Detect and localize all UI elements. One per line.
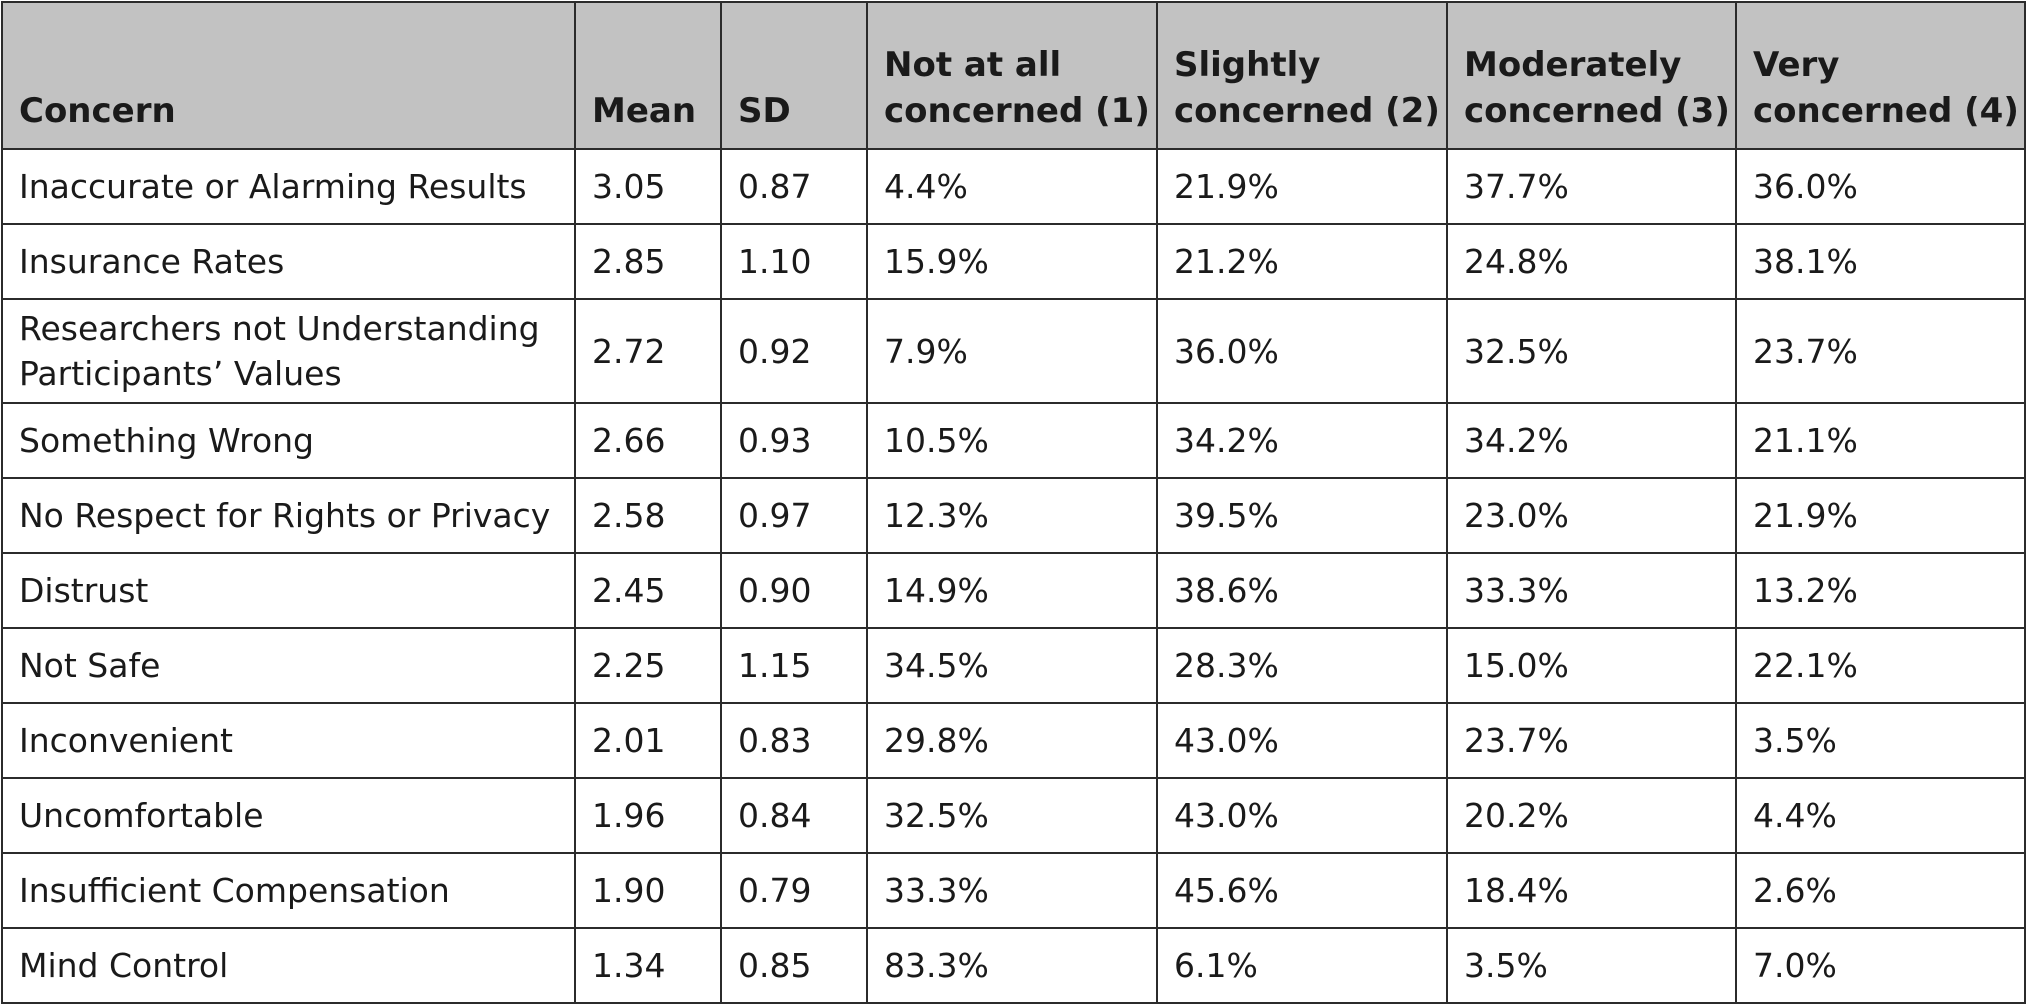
- mean-cell: 2.66: [574, 402, 722, 479]
- mean-cell: 1.96: [574, 777, 722, 854]
- very-cell: 2.6%: [1735, 852, 2026, 929]
- concern-cell: Inaccurate or Alarming Results: [1, 148, 576, 225]
- sd-cell: 1.15: [720, 627, 868, 704]
- not-at-all-cell: 4.4%: [866, 148, 1158, 225]
- sd-cell: 0.93: [720, 402, 868, 479]
- mean-cell: 1.34: [574, 927, 722, 1004]
- moderately-cell: 15.0%: [1446, 627, 1737, 704]
- column-header-sd: SD: [720, 1, 868, 150]
- slightly-cell: 36.0%: [1156, 298, 1448, 404]
- very-cell: 4.4%: [1735, 777, 2026, 854]
- column-header-very-concerned: Very concerned (4): [1735, 1, 2026, 150]
- sd-cell: 0.79: [720, 852, 868, 929]
- table-row: Insurance Rates 2.85 1.10 15.9% 21.2% 24…: [1, 223, 2026, 300]
- concern-cell: Insufficient Compensation: [1, 852, 576, 929]
- column-header-not-at-all-concerned: Not at all concerned (1): [866, 1, 1158, 150]
- slightly-cell: 38.6%: [1156, 552, 1448, 629]
- very-cell: 36.0%: [1735, 148, 2026, 225]
- concern-cell: Distrust: [1, 552, 576, 629]
- slightly-cell: 39.5%: [1156, 477, 1448, 554]
- slightly-cell: 21.2%: [1156, 223, 1448, 300]
- table-row: Mind Control 1.34 0.85 83.3% 6.1% 3.5% 7…: [1, 927, 2026, 1004]
- slightly-cell: 43.0%: [1156, 777, 1448, 854]
- not-at-all-cell: 7.9%: [866, 298, 1158, 404]
- table-row: No Respect for Rights or Privacy 2.58 0.…: [1, 477, 2026, 554]
- moderately-cell: 3.5%: [1446, 927, 1737, 1004]
- not-at-all-cell: 12.3%: [866, 477, 1158, 554]
- concern-cell: Not Safe: [1, 627, 576, 704]
- column-header-moderately-concerned: Moderately concerned (3): [1446, 1, 1737, 150]
- sd-cell: 0.84: [720, 777, 868, 854]
- slightly-cell: 28.3%: [1156, 627, 1448, 704]
- very-cell: 3.5%: [1735, 702, 2026, 779]
- table-row: Not Safe 2.25 1.15 34.5% 28.3% 15.0% 22.…: [1, 627, 2026, 704]
- moderately-cell: 20.2%: [1446, 777, 1737, 854]
- concern-cell: Uncomfortable: [1, 777, 576, 854]
- table-row: Researchers not Understanding Participan…: [1, 298, 2026, 404]
- very-cell: 38.1%: [1735, 223, 2026, 300]
- header-row: Concern Mean SD Not at all concerned (1)…: [1, 1, 2026, 150]
- mean-cell: 2.72: [574, 298, 722, 404]
- moderately-cell: 23.7%: [1446, 702, 1737, 779]
- column-header-slightly-concerned: Slightly concerned (2): [1156, 1, 1448, 150]
- table-row: Distrust 2.45 0.90 14.9% 38.6% 33.3% 13.…: [1, 552, 2026, 629]
- very-cell: 21.1%: [1735, 402, 2026, 479]
- table-row: Inconvenient 2.01 0.83 29.8% 43.0% 23.7%…: [1, 702, 2026, 779]
- not-at-all-cell: 33.3%: [866, 852, 1158, 929]
- mean-cell: 2.45: [574, 552, 722, 629]
- not-at-all-cell: 14.9%: [866, 552, 1158, 629]
- sd-cell: 1.10: [720, 223, 868, 300]
- slightly-cell: 45.6%: [1156, 852, 1448, 929]
- moderately-cell: 18.4%: [1446, 852, 1737, 929]
- slightly-cell: 34.2%: [1156, 402, 1448, 479]
- very-cell: 22.1%: [1735, 627, 2026, 704]
- slightly-cell: 43.0%: [1156, 702, 1448, 779]
- sd-cell: 0.87: [720, 148, 868, 225]
- sd-cell: 0.83: [720, 702, 868, 779]
- table-row: Inaccurate or Alarming Results 3.05 0.87…: [1, 148, 2026, 225]
- not-at-all-cell: 15.9%: [866, 223, 1158, 300]
- not-at-all-cell: 32.5%: [866, 777, 1158, 854]
- very-cell: 23.7%: [1735, 298, 2026, 404]
- sd-cell: 0.97: [720, 477, 868, 554]
- concern-cell: No Respect for Rights or Privacy: [1, 477, 576, 554]
- moderately-cell: 32.5%: [1446, 298, 1737, 404]
- sd-cell: 0.85: [720, 927, 868, 1004]
- moderately-cell: 24.8%: [1446, 223, 1737, 300]
- slightly-cell: 21.9%: [1156, 148, 1448, 225]
- mean-cell: 3.05: [574, 148, 722, 225]
- very-cell: 21.9%: [1735, 477, 2026, 554]
- mean-cell: 2.85: [574, 223, 722, 300]
- table-row: Uncomfortable 1.96 0.84 32.5% 43.0% 20.2…: [1, 777, 2026, 854]
- mean-cell: 1.90: [574, 852, 722, 929]
- moderately-cell: 34.2%: [1446, 402, 1737, 479]
- table-row: Insufficient Compensation 1.90 0.79 33.3…: [1, 852, 2026, 929]
- very-cell: 13.2%: [1735, 552, 2026, 629]
- mean-cell: 2.58: [574, 477, 722, 554]
- sd-cell: 0.90: [720, 552, 868, 629]
- moderately-cell: 33.3%: [1446, 552, 1737, 629]
- not-at-all-cell: 34.5%: [866, 627, 1158, 704]
- moderately-cell: 23.0%: [1446, 477, 1737, 554]
- concern-cell: Mind Control: [1, 927, 576, 1004]
- concern-cell: Insurance Rates: [1, 223, 576, 300]
- column-header-concern: Concern: [1, 1, 576, 150]
- mean-cell: 2.01: [574, 702, 722, 779]
- not-at-all-cell: 10.5%: [866, 402, 1158, 479]
- moderately-cell: 37.7%: [1446, 148, 1737, 225]
- not-at-all-cell: 29.8%: [866, 702, 1158, 779]
- slightly-cell: 6.1%: [1156, 927, 1448, 1004]
- very-cell: 7.0%: [1735, 927, 2026, 1004]
- concern-cell: Inconvenient: [1, 702, 576, 779]
- sd-cell: 0.92: [720, 298, 868, 404]
- table-row: Something Wrong 2.66 0.93 10.5% 34.2% 34…: [1, 402, 2026, 479]
- concern-cell: Researchers not Understanding Participan…: [1, 298, 576, 404]
- concern-cell: Something Wrong: [1, 402, 576, 479]
- column-header-mean: Mean: [574, 1, 722, 150]
- mean-cell: 2.25: [574, 627, 722, 704]
- not-at-all-cell: 83.3%: [866, 927, 1158, 1004]
